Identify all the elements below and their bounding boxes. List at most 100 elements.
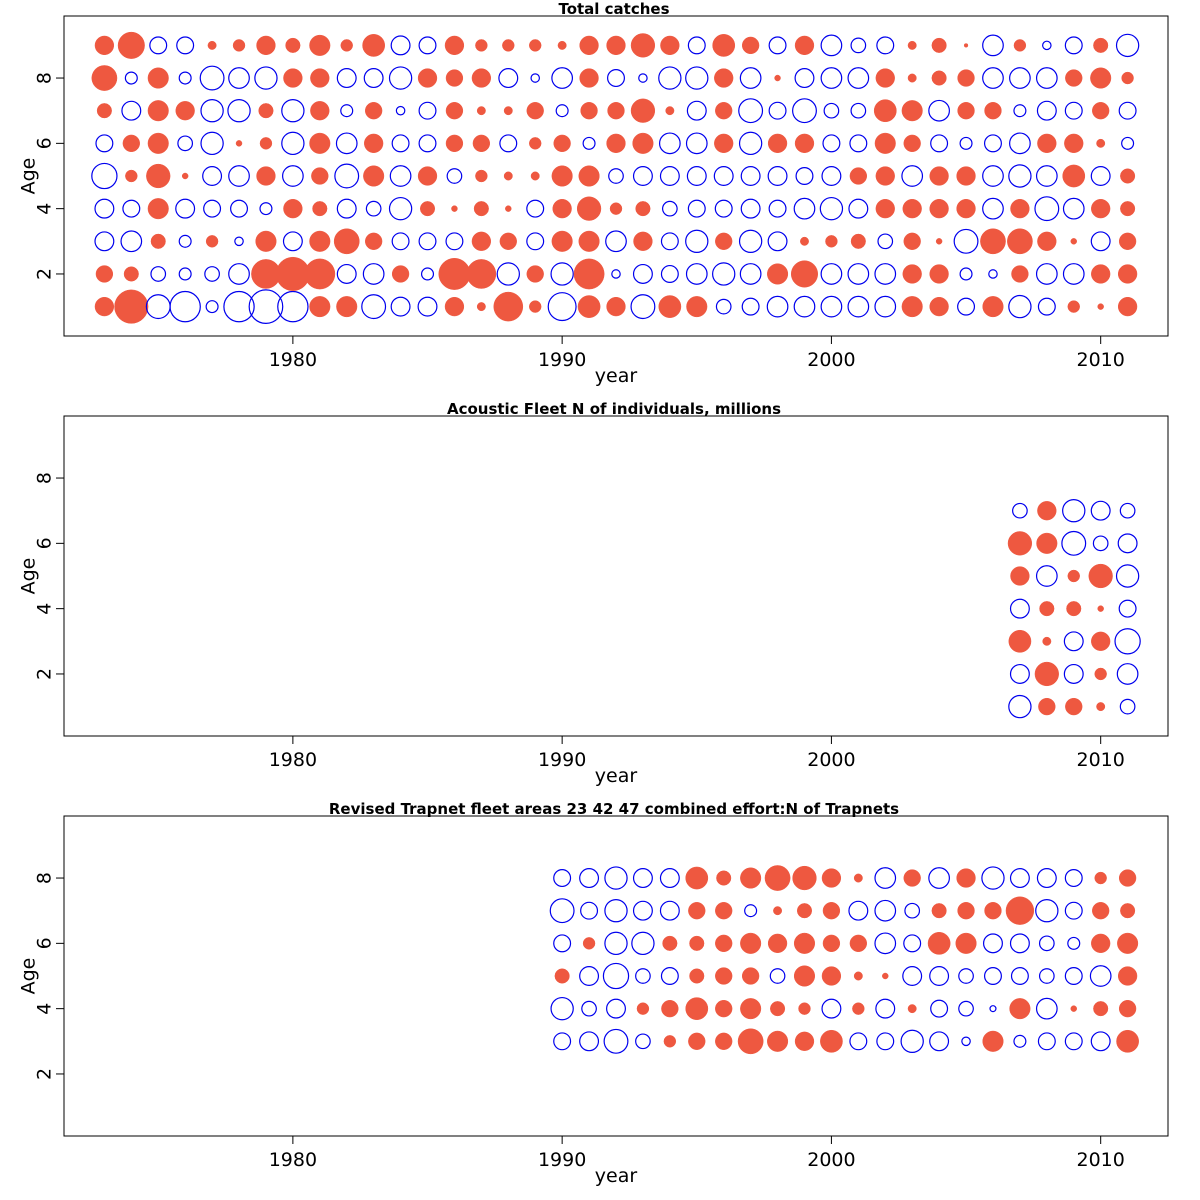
- bubble-negative: [820, 263, 843, 285]
- bubble-positive: [207, 40, 217, 50]
- bubble-negative: [1009, 663, 1030, 684]
- bubble-positive: [451, 205, 458, 212]
- bubble-negative: [1009, 598, 1030, 619]
- bubble-positive: [822, 934, 841, 952]
- bubble-positive: [1037, 231, 1057, 251]
- bubble-positive: [526, 265, 544, 283]
- bubble-positive: [820, 1029, 843, 1053]
- bubble-negative: [389, 165, 412, 187]
- bubble-positive: [1070, 1005, 1077, 1012]
- bubble-positive: [1090, 67, 1112, 89]
- bubble-positive: [800, 236, 809, 246]
- bubble-negative: [847, 295, 870, 318]
- bubble-negative: [177, 135, 194, 152]
- bubble-negative: [793, 295, 816, 318]
- bubble-negative: [248, 289, 284, 324]
- bubble-positive: [94, 296, 115, 317]
- bubble-positive: [364, 133, 384, 153]
- bubble-positive: [935, 238, 943, 245]
- bubble-negative: [1036, 868, 1057, 889]
- bubble-positive: [907, 1004, 917, 1014]
- bubble-positive: [1042, 636, 1052, 646]
- bubble-negative: [203, 199, 222, 218]
- bubble-negative: [1090, 1031, 1111, 1052]
- bubble-negative: [336, 263, 357, 284]
- bubble-positive: [874, 132, 896, 154]
- bubble-negative: [282, 165, 304, 187]
- bubble-positive: [150, 233, 166, 249]
- bubble-negative: [1064, 901, 1083, 920]
- bubble-positive: [1070, 238, 1077, 245]
- bubble-negative: [739, 263, 762, 285]
- bubble-negative: [820, 34, 843, 57]
- bubble-negative: [741, 297, 760, 316]
- bubble-positive: [205, 235, 219, 248]
- bubble-negative: [982, 197, 1004, 220]
- bubble-negative: [604, 899, 628, 923]
- bubble-positive: [1094, 667, 1107, 681]
- bubble-positive: [1009, 998, 1031, 1020]
- bubble-positive: [117, 31, 145, 59]
- bubble-positive: [123, 266, 139, 282]
- bubble-negative: [281, 99, 305, 123]
- bubble-negative: [685, 132, 708, 155]
- bubble-positive: [580, 102, 598, 120]
- bubble-negative: [989, 1005, 997, 1013]
- bubble-positive: [1117, 264, 1138, 284]
- bubble-positive: [96, 103, 112, 119]
- bubble-positive: [255, 230, 277, 252]
- bubble-positive: [715, 902, 733, 920]
- bubble-positive: [553, 134, 571, 152]
- bubble-negative: [1038, 968, 1055, 984]
- bubble-positive: [503, 171, 513, 181]
- bubble-positive: [95, 265, 114, 283]
- bubble-positive: [340, 39, 353, 52]
- x-axis-label: year: [595, 765, 638, 787]
- bubble-positive: [740, 867, 762, 889]
- x-tick-label: 1980: [269, 349, 317, 371]
- bubble-positive: [931, 37, 947, 53]
- bubble-positive: [774, 74, 781, 82]
- bubble-positive: [1091, 631, 1111, 651]
- bubble-negative: [340, 104, 354, 118]
- bubble-positive: [957, 902, 975, 920]
- bubble-positive: [438, 258, 471, 290]
- bubble-positive: [685, 997, 709, 1020]
- bubble-negative: [608, 168, 624, 184]
- bubble-negative: [205, 300, 219, 314]
- x-tick-label: 2000: [807, 749, 855, 771]
- bubble-positive: [333, 228, 360, 255]
- y-tick-label: 8: [34, 72, 56, 84]
- bubble-negative: [1061, 530, 1087, 556]
- bubble-negative: [199, 65, 225, 91]
- bubble-negative: [1013, 1034, 1027, 1048]
- bubble-negative: [768, 101, 787, 120]
- bubble-negative: [1035, 263, 1058, 285]
- y-axis-label: Age: [18, 958, 40, 995]
- bubble-positive: [466, 259, 497, 289]
- bubble-chart-svg: Revised Trapnet fleet areas 23 42 47 com…: [18, 800, 1169, 1187]
- bubble-negative: [604, 931, 628, 956]
- bubble-positive: [256, 166, 276, 186]
- bubble-positive: [980, 228, 1006, 255]
- bubble-positive: [849, 167, 867, 185]
- bubble-positive: [232, 39, 246, 52]
- bubble-positive: [609, 202, 623, 215]
- bubble-positive: [773, 906, 783, 916]
- bubble-negative: [1008, 164, 1032, 188]
- bubble-positive: [1036, 532, 1058, 554]
- bubble-positive: [607, 102, 625, 120]
- bubble-positive: [1120, 168, 1136, 184]
- bubble-positive: [665, 106, 675, 116]
- bubble-positive: [147, 198, 169, 220]
- bubble-negative: [982, 67, 1004, 89]
- bubble-positive: [902, 264, 922, 284]
- bubble-positive: [363, 165, 385, 187]
- bubble-negative: [178, 71, 192, 85]
- bubble-positive: [689, 968, 705, 984]
- bubble-negative: [223, 290, 255, 323]
- bubble-negative: [120, 230, 143, 253]
- bubble-negative: [579, 868, 600, 889]
- x-tick-label: 1980: [269, 1149, 317, 1171]
- bubble-positive: [147, 100, 169, 122]
